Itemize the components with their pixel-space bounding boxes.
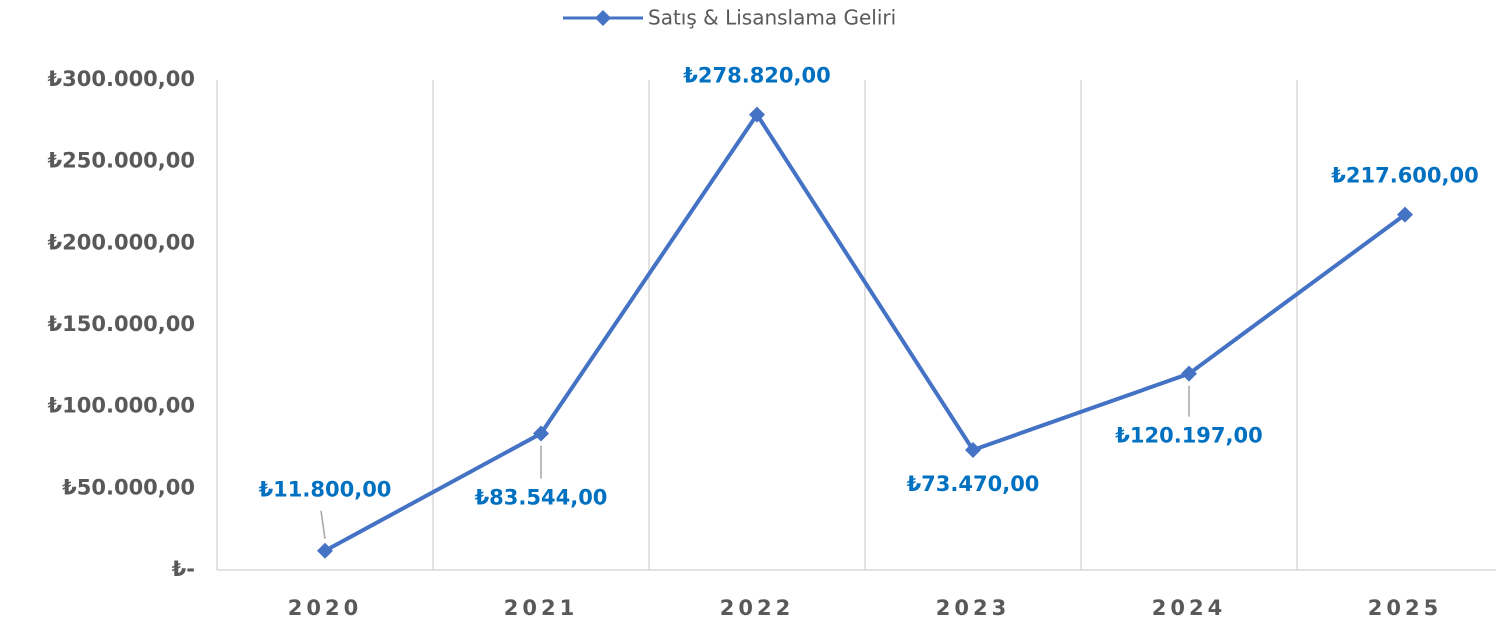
y-tick-label: ₺50.000,00	[62, 475, 195, 499]
data-label: ₺83.544,00	[475, 486, 608, 510]
y-tick-label: ₺200.000,00	[48, 230, 195, 254]
leader-line	[320, 510, 326, 539]
data-label: ₺11.800,00	[259, 478, 392, 502]
legend-label: Satış & Lisanslama Geliri	[648, 6, 896, 30]
marker	[533, 425, 549, 442]
y-tick-label: ₺100.000,00	[48, 394, 195, 418]
x-tick-label: 2024	[1152, 596, 1226, 620]
x-tick-label: 2022	[720, 596, 794, 620]
data-label: ₺278.820,00	[683, 64, 830, 88]
data-label: ₺217.600,00	[1331, 164, 1478, 188]
marker	[317, 542, 333, 559]
data-label: ₺120.197,00	[1115, 424, 1262, 448]
data-label: ₺73.470,00	[907, 472, 1040, 496]
legend-marker	[595, 10, 611, 26]
y-tick-label: ₺-	[172, 557, 195, 581]
legend: Satış & Lisanslama Geliri	[563, 6, 896, 30]
marker	[1181, 365, 1197, 382]
x-tick-label: 2021	[504, 596, 578, 620]
y-tick-label: ₺250.000,00	[48, 149, 195, 173]
x-tick-label: 2023	[936, 596, 1010, 620]
series-line	[324, 110, 1407, 553]
y-tick-label: ₺150.000,00	[48, 312, 195, 336]
marker	[1397, 206, 1413, 223]
y-tick-label: ₺300.000,00	[48, 67, 195, 91]
marker	[749, 106, 765, 123]
x-tick-label: 2020	[288, 596, 362, 620]
x-tick-label: 2025	[1368, 596, 1442, 620]
marker	[965, 441, 981, 458]
